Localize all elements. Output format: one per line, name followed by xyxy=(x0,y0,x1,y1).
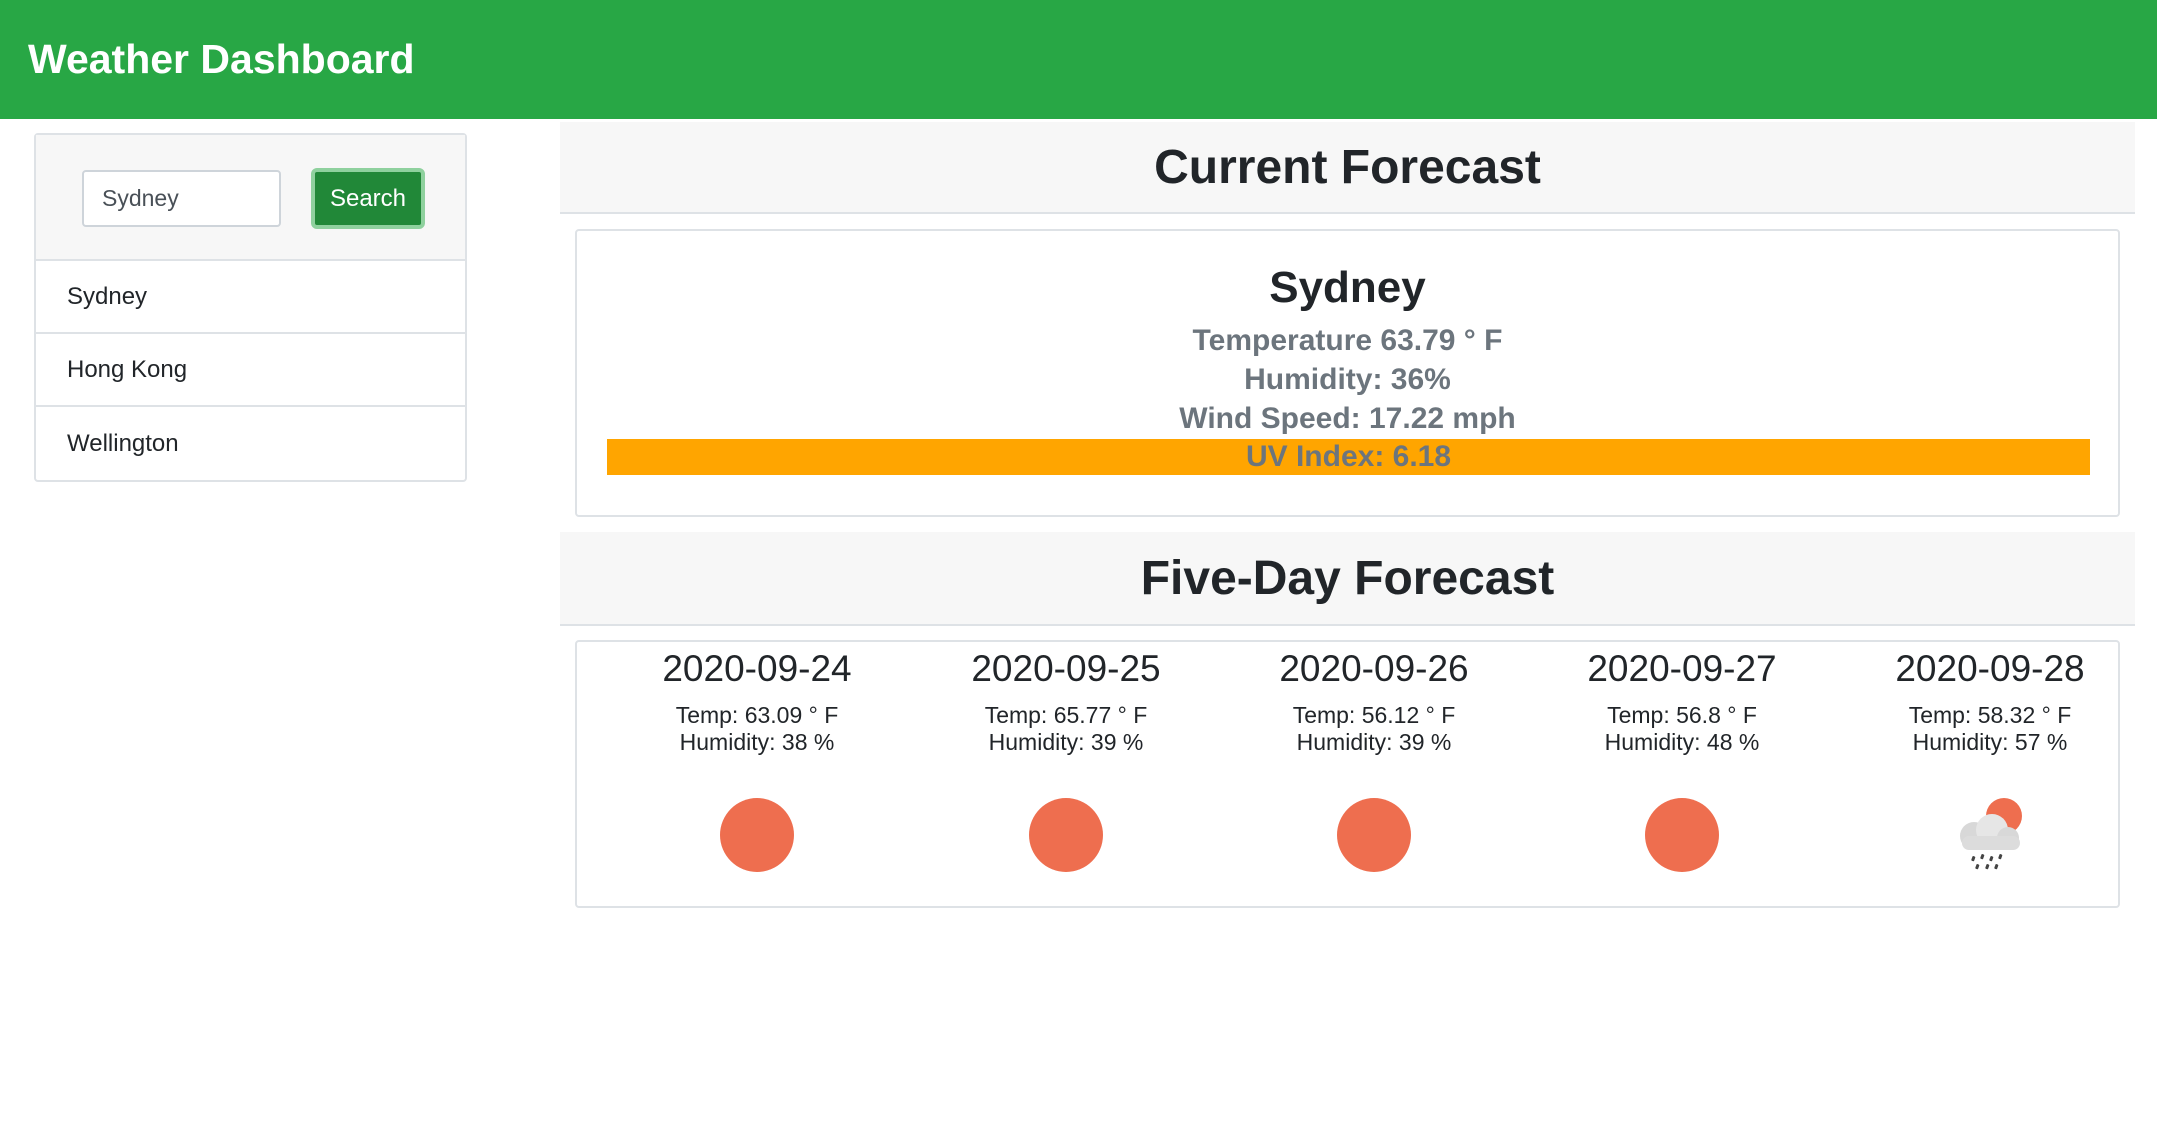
sun-icon xyxy=(720,798,794,872)
search-input[interactable] xyxy=(82,170,281,227)
sun-icon xyxy=(1645,798,1719,872)
current-forecast-header: Current Forecast xyxy=(560,122,2135,214)
forecast-temp: Temp: 58.32 ° F xyxy=(1908,702,2072,728)
rain-sun-icon xyxy=(1960,798,2022,870)
forecast-day: 2020-09-28 Temp: 58.32 ° F Humidity: 57 … xyxy=(1840,642,2140,910)
history-item-hong-kong[interactable]: Hong Kong xyxy=(36,334,465,407)
forecast-day: 2020-09-26 Temp: 56.12 ° F Humidity: 39 … xyxy=(1224,642,1524,910)
forecast-date: 2020-09-27 xyxy=(1587,648,1777,689)
forecast-date: 2020-09-24 xyxy=(662,648,852,689)
forecast-date: 2020-09-25 xyxy=(971,648,1161,689)
sun-icon xyxy=(1337,798,1411,872)
forecast-temp: Temp: 56.12 ° F xyxy=(1292,702,1456,728)
uv-index-badge: UV Index: 6.18 xyxy=(607,439,2090,475)
current-humidity: Humidity: 36% xyxy=(1244,363,1451,396)
five-day-forecast-card: 2020-09-24 Temp: 63.09 ° F Humidity: 38 … xyxy=(575,640,2120,908)
history-item-sydney[interactable]: Sydney xyxy=(36,261,465,334)
history-item-wellington[interactable]: Wellington xyxy=(67,429,179,457)
forecast-humidity: Humidity: 39 % xyxy=(988,729,1144,755)
five-day-forecast-header: Five-Day Forecast xyxy=(560,532,2135,626)
forecast-temp: Temp: 65.77 ° F xyxy=(984,702,1148,728)
forecast-date: 2020-09-26 xyxy=(1279,648,1469,689)
current-temperature: Temperature 63.79 ° F xyxy=(1192,324,1503,357)
forecast-date: 2020-09-28 xyxy=(1895,648,2085,689)
forecast-humidity: Humidity: 57 % xyxy=(1912,729,2068,755)
forecast-day: 2020-09-25 Temp: 65.77 ° F Humidity: 39 … xyxy=(916,642,1216,910)
forecast-humidity: Humidity: 48 % xyxy=(1604,729,1760,755)
current-wind-speed: Wind Speed: 17.22 mph xyxy=(1179,402,1516,435)
forecast-day: 2020-09-24 Temp: 63.09 ° F Humidity: 38 … xyxy=(607,642,907,910)
app-title[interactable]: Weather Dashboard xyxy=(28,36,415,82)
search-button[interactable]: Search xyxy=(311,168,425,229)
forecast-humidity: Humidity: 39 % xyxy=(1296,729,1452,755)
search-area: Search xyxy=(36,135,465,261)
city-name: Sydney xyxy=(1269,263,1426,312)
forecast-humidity: Humidity: 38 % xyxy=(679,729,835,755)
sidebar: Search Sydney Hong Kong Wellington xyxy=(34,133,467,482)
forecast-temp: Temp: 56.8 ° F xyxy=(1607,702,1757,728)
forecast-temp: Temp: 63.09 ° F xyxy=(675,702,839,728)
current-forecast-card: Sydney Temperature 63.79 ° F Humidity: 3… xyxy=(575,229,2120,517)
forecast-day: 2020-09-27 Temp: 56.8 ° F Humidity: 48 % xyxy=(1532,642,1832,910)
sun-icon xyxy=(1029,798,1103,872)
navbar: Weather Dashboard xyxy=(0,0,2157,119)
search-history-list: Sydney Hong Kong Wellington xyxy=(36,261,465,480)
